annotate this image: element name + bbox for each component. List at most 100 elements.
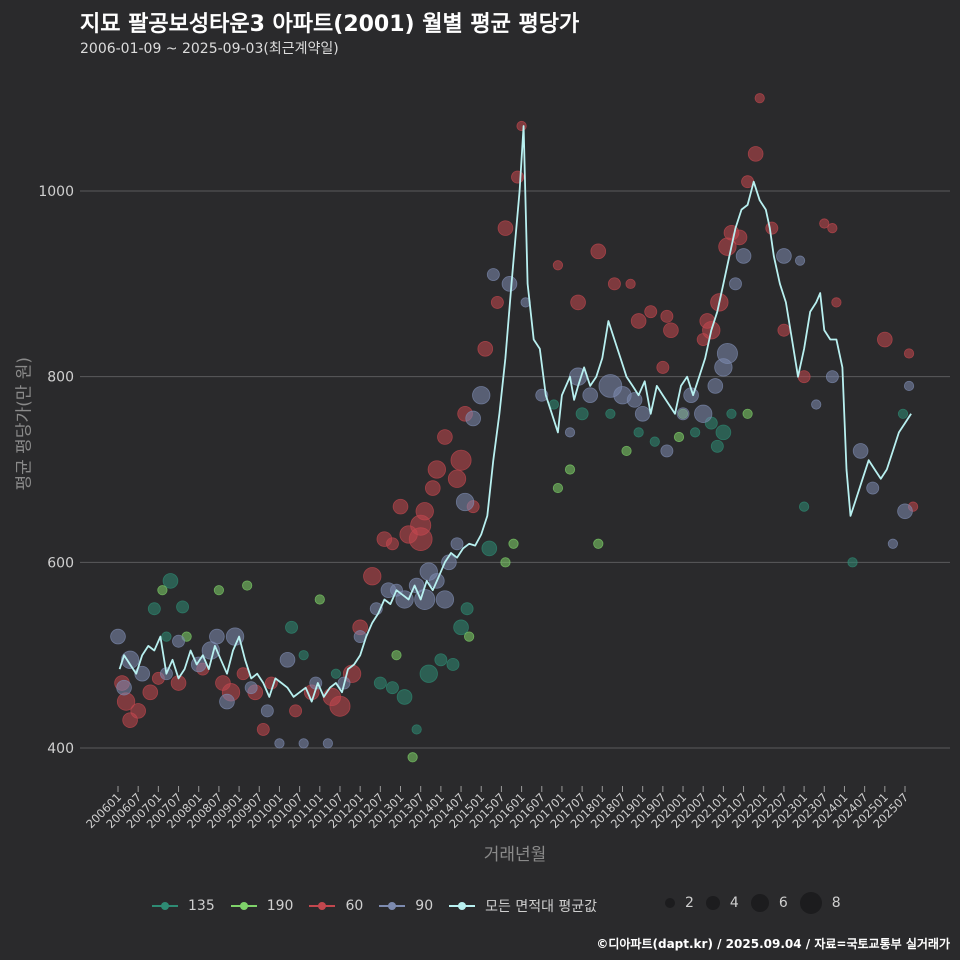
- data-point-60: [797, 370, 811, 384]
- data-point-60: [607, 277, 621, 291]
- data-point-135: [847, 557, 858, 568]
- legend-item-190: 190: [229, 896, 293, 916]
- y-tick-label: 400: [47, 741, 74, 757]
- data-point-90: [486, 268, 500, 282]
- data-point-90: [866, 481, 880, 495]
- data-point-90: [116, 679, 132, 696]
- chart-subtitle: 2006-01-09 ~ 2025-09-03(최근계약일): [80, 41, 339, 57]
- data-point-60: [630, 313, 647, 329]
- data-point-60: [827, 223, 838, 234]
- data-point-135: [897, 408, 909, 419]
- size-legend-item-2: 2: [665, 895, 694, 911]
- size-label: 8: [831, 895, 841, 911]
- data-point-60: [142, 684, 159, 701]
- data-point-60: [289, 704, 303, 718]
- data-point-60: [437, 429, 453, 445]
- data-point-60: [644, 305, 658, 319]
- data-point-190: [213, 585, 224, 596]
- data-point-60: [656, 360, 670, 374]
- data-point-90: [219, 693, 235, 710]
- legend-item-90: 90: [377, 896, 433, 916]
- data-point-90: [472, 386, 491, 405]
- size-label: 2: [685, 895, 694, 911]
- data-point-90: [903, 380, 915, 392]
- chart-title: 지묘 팔공보성타운3 아파트(2001) 월별 평균 평당가: [80, 12, 580, 37]
- data-point-90: [455, 492, 475, 512]
- data-point-90: [716, 342, 738, 364]
- data-point-190: [552, 482, 564, 494]
- data-point-135: [147, 602, 161, 616]
- data-point-135: [715, 424, 732, 441]
- data-point-60: [130, 703, 146, 719]
- data-point-60: [747, 146, 764, 162]
- data-point-135: [396, 689, 413, 705]
- legend-item-average: 모든 면적대 평균값: [447, 896, 597, 916]
- data-point-190: [407, 752, 418, 763]
- data-point-60: [477, 341, 494, 357]
- data-point-135: [161, 631, 172, 642]
- data-point-190: [564, 464, 576, 475]
- data-point-190: [242, 580, 253, 591]
- size-dot-icon: [705, 896, 720, 910]
- data-point-90: [501, 276, 518, 292]
- data-point-190: [621, 445, 632, 457]
- data-point-60: [256, 722, 270, 736]
- data-point-60: [777, 323, 791, 337]
- data-point-90: [298, 738, 309, 749]
- data-point-90: [274, 738, 285, 749]
- data-point-190: [157, 585, 168, 596]
- data-point-60: [819, 218, 830, 229]
- data-point-135: [575, 407, 589, 421]
- data-point-135: [411, 724, 422, 735]
- legend-item-135: 135: [150, 896, 215, 916]
- data-point-90: [776, 248, 792, 264]
- data-point-135: [373, 676, 387, 690]
- data-point-90: [634, 405, 651, 422]
- data-point-60: [392, 498, 409, 515]
- data-point-135: [460, 602, 474, 616]
- data-point-60: [625, 278, 636, 289]
- data-point-60: [447, 469, 467, 488]
- data-point-90: [279, 652, 296, 668]
- data-point-190: [314, 594, 325, 605]
- data-point-90: [172, 634, 185, 648]
- size-label: 4: [729, 895, 739, 911]
- data-point-90: [120, 650, 140, 669]
- data-point-60: [450, 449, 472, 471]
- data-point-60: [490, 295, 504, 309]
- data-point-90: [729, 277, 742, 291]
- data-point-135: [385, 681, 399, 695]
- data-point-60: [903, 348, 915, 359]
- legend-item-60: 60: [307, 896, 363, 916]
- legend-label-135: 135: [188, 898, 215, 914]
- data-point-90: [676, 407, 690, 421]
- data-point-190: [593, 538, 604, 549]
- data-point-90: [134, 665, 151, 682]
- y-tick-label: 600: [47, 555, 74, 571]
- data-point-135: [799, 501, 810, 512]
- data-point-135: [453, 619, 469, 636]
- legend-label-90: 90: [415, 898, 434, 914]
- data-point-135: [176, 600, 190, 614]
- data-point-135: [649, 436, 660, 447]
- y-tick-label: 800: [47, 370, 74, 386]
- data-point-60: [731, 229, 748, 246]
- data-point-135: [481, 540, 498, 557]
- data-point-90: [465, 410, 481, 427]
- size-legend-item-4: 4: [705, 895, 739, 911]
- data-point-60: [408, 527, 433, 551]
- data-point-60: [329, 695, 351, 717]
- data-point-135: [434, 653, 448, 667]
- size-dot-icon: [665, 898, 675, 908]
- data-point-190: [500, 557, 511, 568]
- data-point-90: [735, 248, 752, 264]
- x-axis-label: 거래년월: [483, 845, 547, 865]
- data-point-135: [330, 668, 342, 679]
- data-point-60: [427, 460, 446, 479]
- data-point-90: [887, 538, 898, 549]
- data-point-135: [285, 620, 298, 634]
- data-point-60: [385, 537, 399, 551]
- data-point-90: [626, 392, 643, 408]
- size-legend-item-8: 8: [799, 892, 841, 914]
